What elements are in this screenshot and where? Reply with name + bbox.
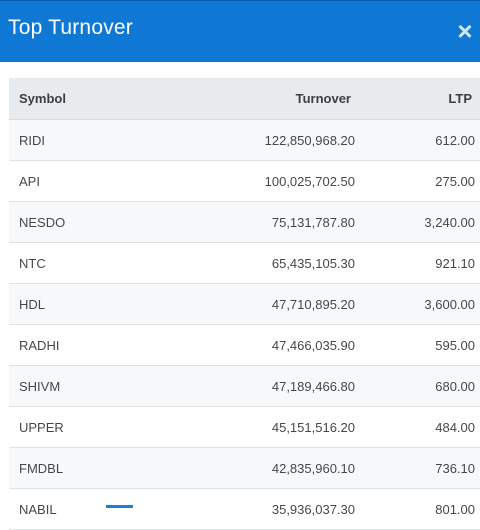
turnover-cell: 75,131,787.80 [140,201,355,243]
turnover-table: Symbol Turnover LTP RIDI 122,850,968.20 … [9,78,480,530]
dialog-title: Top Turnover [8,16,133,39]
table-header-row: Symbol Turnover LTP [9,78,480,120]
symbol-cell[interactable]: RADHI [9,324,140,366]
turnover-cell: 35,936,037.30 [140,488,355,530]
table-row[interactable]: RIDI 122,850,968.20 612.00 [9,119,480,161]
scroll-indicator[interactable] [106,505,133,508]
symbol-cell[interactable]: NABIL [9,488,140,530]
symbol-cell[interactable]: NTC [9,242,140,284]
ltp-cell: 3,240.00 [355,201,480,243]
turnover-cell: 100,025,702.50 [140,160,355,202]
ltp-cell: 736.10 [355,447,480,489]
column-header-ltp[interactable]: LTP [355,78,480,120]
symbol-cell[interactable]: HDL [9,283,140,325]
ltp-cell: 612.00 [355,119,480,161]
column-header-symbol[interactable]: Symbol [9,78,140,120]
table-row[interactable]: SHIVM 47,189,466.80 680.00 [9,365,480,407]
symbol-cell[interactable]: RIDI [9,119,140,161]
turnover-cell: 47,710,895.20 [140,283,355,325]
symbol-cell[interactable]: FMDBL [9,447,140,489]
close-icon[interactable]: × [457,16,473,46]
symbol-cell[interactable]: NESDO [9,201,140,243]
turnover-cell: 47,466,035.90 [140,324,355,366]
ltp-cell: 921.10 [355,242,480,284]
table-row[interactable]: NABIL 35,936,037.30 801.00 [9,488,480,530]
table-row[interactable]: NESDO 75,131,787.80 3,240.00 [9,201,480,243]
turnover-cell: 65,435,105.30 [140,242,355,284]
table-row[interactable]: FMDBL 42,835,960.10 736.10 [9,447,480,489]
ltp-cell: 595.00 [355,324,480,366]
table-row[interactable]: UPPER 45,151,516.20 484.00 [9,406,480,448]
table-body: RIDI 122,850,968.20 612.00 API 100,025,7… [9,119,480,530]
turnover-cell: 47,189,466.80 [140,365,355,407]
table-header: Symbol Turnover LTP [9,78,480,120]
symbol-cell[interactable]: UPPER [9,406,140,448]
table-row[interactable]: RADHI 47,466,035.90 595.00 [9,324,480,366]
ltp-cell: 680.00 [355,365,480,407]
table-row[interactable]: NTC 65,435,105.30 921.10 [9,242,480,284]
ltp-cell: 484.00 [355,406,480,448]
symbol-cell[interactable]: API [9,160,140,202]
dialog-header: Top Turnover × [0,0,480,62]
ltp-cell: 801.00 [355,488,480,530]
turnover-cell: 122,850,968.20 [140,119,355,161]
column-header-turnover[interactable]: Turnover [140,78,355,120]
turnover-cell: 45,151,516.20 [140,406,355,448]
turnover-table-container: Symbol Turnover LTP RIDI 122,850,968.20 … [9,78,480,530]
table-row[interactable]: API 100,025,702.50 275.00 [9,160,480,202]
ltp-cell: 275.00 [355,160,480,202]
symbol-cell[interactable]: SHIVM [9,365,140,407]
ltp-cell: 3,600.00 [355,283,480,325]
turnover-cell: 42,835,960.10 [140,447,355,489]
table-row[interactable]: HDL 47,710,895.20 3,600.00 [9,283,480,325]
